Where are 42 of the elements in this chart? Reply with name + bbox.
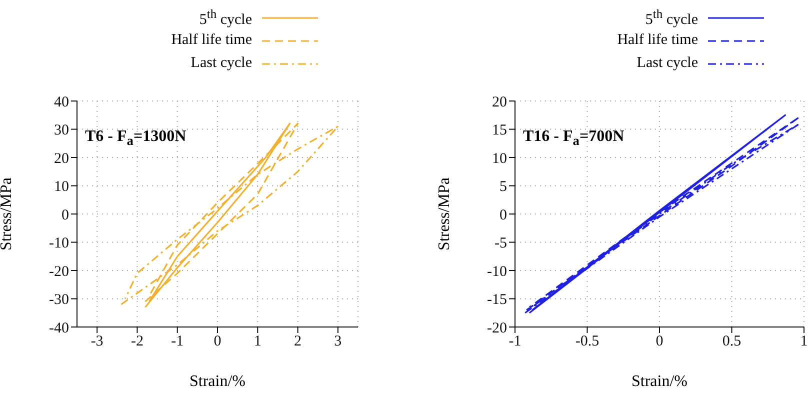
y-tick-label: 5 — [500, 179, 507, 196]
y-tick-label: -30 — [49, 292, 69, 308]
y-tick-label: 40 — [54, 94, 69, 110]
y-tick-label: 15 — [492, 122, 507, 139]
x-axis-title: Strain/% — [630, 373, 688, 391]
y-tick-label: -10 — [49, 236, 69, 252]
y-tick-label: -10 — [487, 264, 507, 280]
y-tick-label: 30 — [54, 122, 69, 139]
x-tick-label: -3 — [90, 334, 104, 350]
legend-label: Half life time — [171, 32, 252, 49]
x-tick-label: 1 — [800, 334, 808, 350]
y-tick-label: -20 — [49, 264, 69, 280]
y-tick-label: -5 — [494, 236, 507, 252]
legend-label: Last cycle — [190, 55, 252, 72]
y-tick-label: 10 — [492, 150, 507, 167]
y-axis-title: Stress/MPa — [0, 178, 16, 250]
y-tick-label: 0 — [62, 207, 69, 224]
y-axis-title: Stress/MPa — [436, 178, 454, 250]
legend-label: 5$^{th}$ cycle — [199, 6, 252, 28]
y-tick-label: -40 — [49, 320, 69, 336]
x-tick-label: -0.5 — [575, 334, 600, 350]
x-tick-label: 0.5 — [722, 334, 742, 350]
y-tick-label: 20 — [492, 94, 507, 110]
annotation: T16 - F$_{a}$=700N — [523, 128, 624, 150]
x-tick-label: 0 — [214, 334, 222, 350]
legend-label: Last cycle — [636, 55, 698, 72]
annotation: T6 - F$_{a}$=1300N — [85, 128, 186, 150]
x-tick-label: -1 — [171, 334, 184, 350]
y-tick-label: 20 — [54, 150, 69, 167]
x-tick-label: -2 — [130, 334, 144, 350]
x-tick-label: 3 — [334, 334, 342, 350]
y-tick-label: 0 — [500, 207, 507, 224]
legend-label: Half life time — [617, 32, 698, 49]
y-tick-label: -15 — [487, 292, 507, 308]
x-tick-label: 1 — [254, 334, 262, 350]
legend-label: 5$^{th}$ cycle — [645, 6, 698, 28]
x-tick-label: 2 — [294, 334, 302, 350]
x-axis-title: Strain/% — [188, 373, 246, 391]
y-tick-label: 10 — [54, 179, 69, 196]
x-tick-label: 0 — [656, 334, 664, 350]
y-tick-label: -20 — [487, 320, 507, 336]
x-tick-label: -1 — [508, 334, 522, 350]
